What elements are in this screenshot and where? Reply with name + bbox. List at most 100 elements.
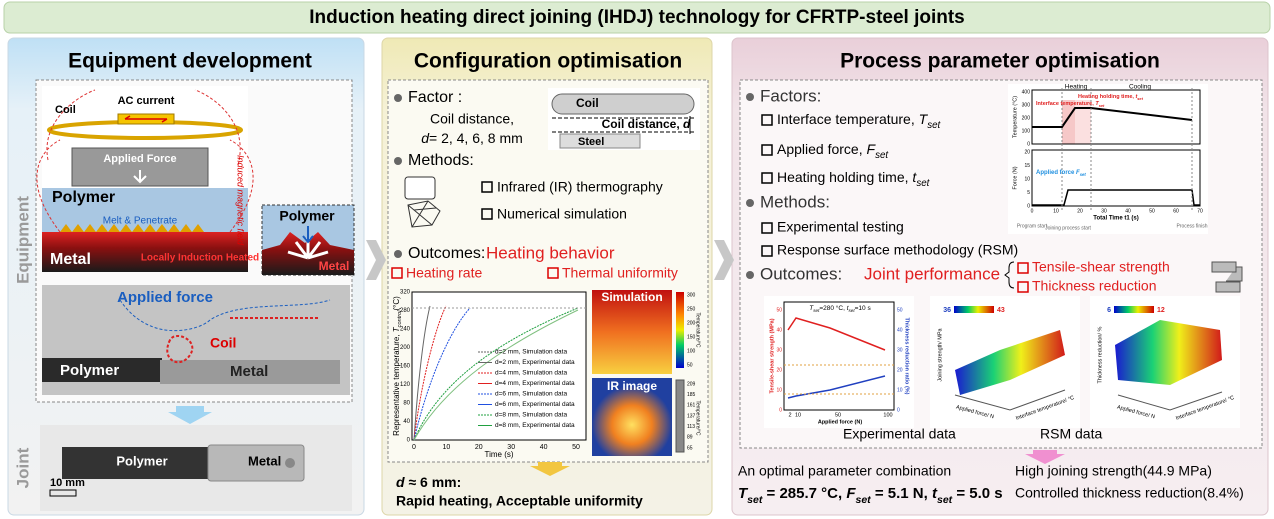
label: Applied Force — [103, 153, 176, 165]
colorbar — [675, 379, 685, 453]
y-tick-label: 0 — [897, 407, 900, 413]
variable: t — [912, 169, 917, 185]
colorbar — [954, 306, 994, 313]
surface — [1115, 320, 1222, 385]
x-tick-label: 40 — [540, 444, 548, 451]
variable: d — [683, 117, 691, 131]
colorbar-tick: 209 — [687, 381, 696, 387]
label: Total Time t1 (s) — [1093, 216, 1138, 222]
bullet — [746, 199, 754, 207]
force-frame — [1031, 149, 1201, 207]
exp-frame — [783, 301, 895, 411]
label: IR image — [607, 379, 657, 393]
label: Methods: — [408, 152, 474, 169]
y-tick-label: 30 — [897, 347, 903, 353]
surface — [955, 330, 1065, 395]
legend-entry: d=4 mm, Simulation data — [495, 370, 567, 377]
x-tick-label: 50 — [572, 444, 580, 451]
x-tick-label: 10 — [795, 412, 801, 418]
colorbar-tick: 150 — [687, 334, 696, 340]
label: 10 mm — [50, 477, 85, 489]
y-tick-label: 200 — [1022, 115, 1031, 121]
colorbar-tick: 137 — [687, 413, 696, 419]
y-tick-label: 30 — [776, 347, 782, 353]
colorbar-tick: 185 — [687, 392, 696, 398]
checkbox — [761, 222, 773, 234]
joint-metal — [207, 444, 305, 482]
y-tick-label: 40 — [897, 327, 903, 333]
label: Metal — [319, 259, 350, 273]
text-run: Heating holding time, — [1078, 94, 1135, 100]
text-run: Coil distance, — [602, 117, 683, 131]
label: Process finish — [1176, 223, 1207, 229]
y-tick-label: 0 — [407, 438, 411, 444]
bullet — [746, 93, 754, 101]
temperature-curve — [1032, 107, 1193, 128]
label: Experimental data — [843, 426, 956, 442]
curve — [413, 307, 579, 441]
label: Thickness reduction — [1032, 278, 1157, 294]
label: Temperature/°C — [695, 400, 701, 435]
title-bar — [3, 1, 1271, 34]
label: d ≈ 6 mm: — [396, 474, 461, 490]
x-tick-label: 20 — [475, 444, 483, 451]
label: Force (N) — [1012, 166, 1018, 189]
down-arrow — [168, 406, 212, 424]
exp-bg — [764, 296, 914, 428]
label: Infrared (IR) thermography — [497, 179, 663, 195]
zoom-burst — [287, 238, 329, 260]
y-tick-label: 20 — [897, 367, 903, 373]
strength-line — [787, 317, 886, 351]
y-tick-label: 100 — [1022, 128, 1031, 134]
label: Polymer — [60, 362, 119, 379]
label: Temperature (°C) — [1012, 96, 1018, 138]
curve — [413, 305, 431, 441]
text-run: Interface temperature, — [1036, 101, 1095, 107]
variable: T — [919, 111, 929, 127]
text-run: ≈ 6 mm: — [405, 474, 462, 490]
subscript: set — [875, 150, 889, 161]
label: Applied force, Fset — [777, 141, 889, 161]
colorbar-tick: 200 — [687, 320, 696, 326]
text-run: Applied force — [1036, 170, 1076, 176]
label: Simulation — [601, 290, 662, 304]
label: RSM data — [1040, 426, 1102, 442]
text-run: = 285.7 °C, — [762, 485, 846, 502]
label: Metal — [230, 363, 268, 380]
label: Methods: — [760, 192, 830, 211]
variable: d — [396, 474, 405, 490]
variable: d — [421, 130, 430, 146]
photo-metal — [160, 360, 340, 384]
label: Temperature/°C — [695, 312, 701, 347]
variable: t — [1135, 94, 1138, 100]
label: Factor : — [408, 89, 462, 106]
y-tick-label: 0 — [1027, 203, 1030, 209]
y-tick-label: 320 — [400, 290, 411, 296]
zoom-arrow — [302, 226, 314, 244]
y-tick-label: 280 — [400, 308, 411, 314]
side-label: Equipment — [13, 196, 32, 284]
label: Outcomes: — [760, 264, 842, 283]
subscript: set — [1099, 104, 1105, 108]
label: 6 — [1107, 307, 1111, 314]
label: Interface temperature, Tset — [777, 111, 942, 131]
y-tick-label: 0 — [1027, 141, 1030, 147]
current-arrow — [124, 115, 168, 123]
checkbox — [391, 267, 403, 279]
down-arrow — [530, 462, 570, 476]
mesh-icon — [407, 200, 441, 228]
label: Tset=280 °C, tset=10 s — [809, 304, 871, 313]
label: Coil distance, d — [602, 117, 691, 131]
colorbar-tick: 100 — [687, 348, 696, 354]
x-tick-label: 10 — [443, 444, 451, 451]
label: Applied force Fset — [1036, 170, 1086, 177]
legend-entry: d=2 mm, Experimental data — [495, 359, 575, 366]
checkbox — [547, 267, 559, 279]
x-tick-label: 60 — [1173, 208, 1179, 214]
curve — [413, 309, 579, 441]
bullet — [394, 94, 402, 102]
subscript: set — [916, 178, 930, 189]
subscript: set — [856, 494, 872, 506]
colorbar-tick: 65 — [687, 445, 693, 451]
